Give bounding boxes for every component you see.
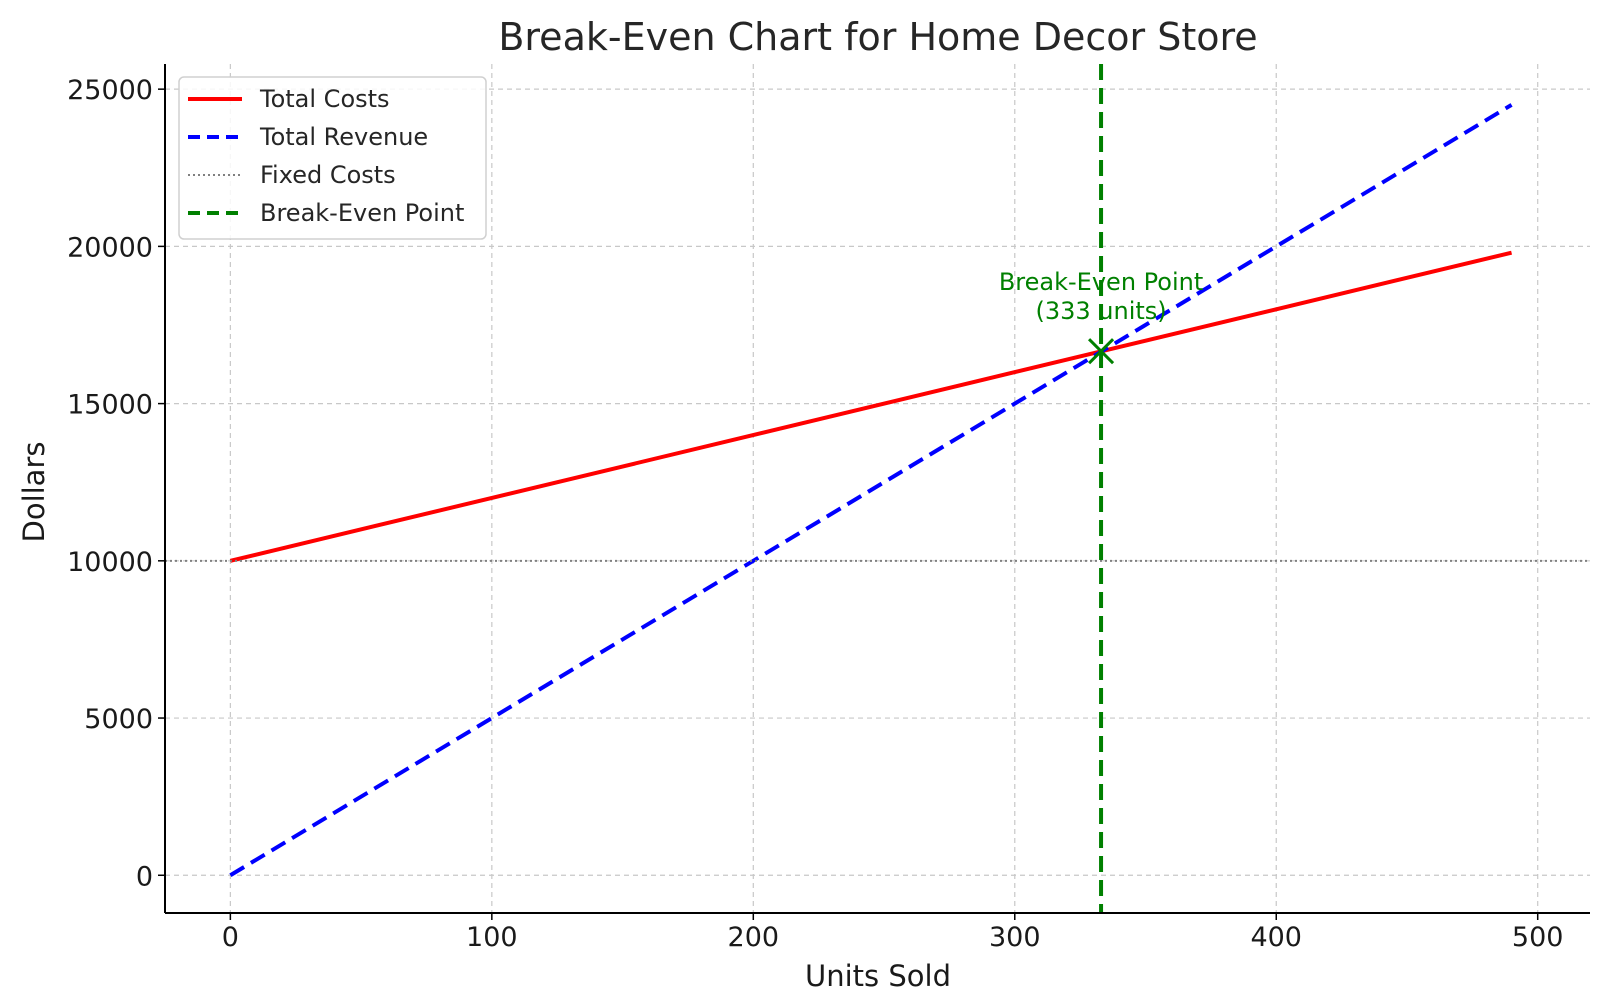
x-tick-label: 500 — [1512, 922, 1564, 953]
legend-label-2: Fixed Costs — [260, 161, 396, 189]
x-tick-label: 0 — [222, 922, 239, 953]
y-tick-label: 25000 — [67, 75, 153, 106]
series-layer — [165, 64, 1590, 913]
break-even-annotation: Break-Even Point (333 units) — [999, 268, 1203, 325]
x-tick-label: 100 — [466, 922, 518, 953]
axes — [164, 64, 1590, 914]
x-axis-label: Units Sold — [805, 959, 951, 993]
y-tick-label: 0 — [136, 861, 153, 892]
legend-label-1: Total Revenue — [259, 123, 428, 151]
chart-title: Break-Even Chart for Home Decor Store — [498, 15, 1257, 59]
legend-label-3: Break-Even Point — [260, 199, 464, 227]
legend-label-0: Total Costs — [259, 85, 390, 113]
x-tick-label: 300 — [989, 922, 1041, 953]
x-tick-label: 400 — [1250, 922, 1302, 953]
x-tick-label: 200 — [728, 922, 780, 953]
y-tick-label: 5000 — [84, 704, 153, 735]
break-even-marker — [1087, 338, 1115, 365]
legend-box — [178, 76, 487, 240]
y-tick-label: 10000 — [67, 547, 153, 578]
series-line-0 — [229, 250, 1513, 563]
ticks: 0 100 200 300 400 500050001000015000200002500… — [67, 75, 1563, 953]
break-even-annotation-line1: Break-Even Point — [999, 268, 1203, 296]
legend: Total Costs Total Revenue Fixed Costs Break… — [178, 76, 487, 240]
y-axis-label: Dollars — [17, 442, 51, 543]
break-even-annotation-line2: (333 units) — [1035, 297, 1166, 325]
series-line-1 — [229, 103, 1513, 877]
y-tick-label: 15000 — [67, 390, 153, 421]
y-tick-label: 20000 — [67, 232, 153, 263]
